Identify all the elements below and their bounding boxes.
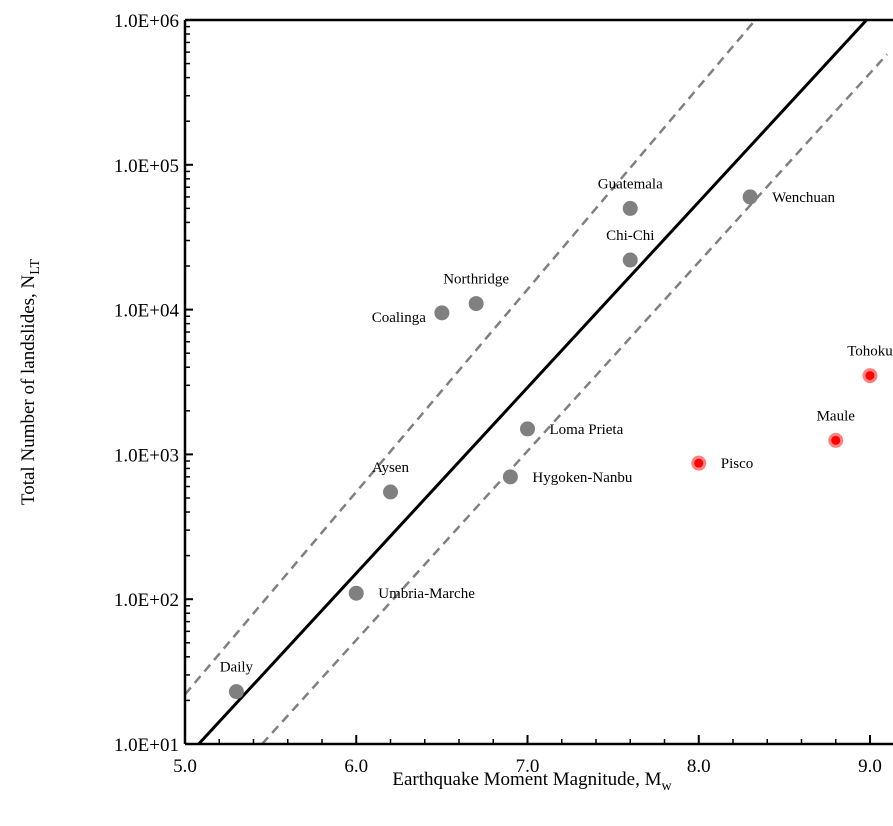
fit-lines	[185, 20, 889, 744]
point-label: Umbria-Marche	[378, 586, 475, 602]
point-label: Pisco	[721, 456, 754, 472]
bound-line-2	[261, 53, 889, 744]
y-tick-label: 1.0E+03	[114, 445, 179, 466]
point-pisco	[691, 455, 707, 471]
point-label: Wenchuan	[772, 190, 835, 206]
x-tick-label: 5.0	[173, 756, 197, 777]
point-label: Daily	[220, 660, 254, 676]
point-daily	[228, 684, 244, 700]
point-label: Aysen	[372, 460, 409, 476]
point-coalinga	[434, 305, 450, 321]
x-axis-title: Earthquake Moment Magnitude, Mw	[392, 769, 672, 794]
data-points	[228, 189, 878, 700]
y-tick-label: 1.0E+05	[114, 156, 179, 177]
point-loma-prieta	[520, 421, 535, 437]
point-labels: Daily Umbria-Marche Aysen Coalinga Northridg…	[220, 176, 893, 675]
x-tick-label: 7.0	[516, 756, 540, 777]
x-tick-label: 9.0	[858, 756, 882, 777]
point-label: Hygoken-Nanbu	[532, 470, 632, 486]
point-aysen	[383, 484, 398, 500]
point-maule	[828, 432, 844, 448]
x-tick-label: 8.0	[687, 756, 711, 777]
point-chi-chi	[622, 252, 638, 268]
point-guatemala	[622, 200, 638, 216]
y-axis-title: Total Number of landslides, NLT	[18, 258, 43, 505]
y-tick-label: 1.0E+04	[114, 301, 180, 322]
x-tick-label: 6.0	[344, 756, 368, 777]
point-tohoku	[862, 368, 878, 384]
point-label: Tohoku	[847, 344, 893, 360]
regression-line	[197, 20, 868, 744]
point-label: Loma Prieta	[550, 422, 624, 438]
point-label: Guatemala	[598, 176, 663, 192]
axes: 1.0E+01 1.0E+02 1.0E+03 1.0E+04 1.0E+05 1.0E+…	[114, 11, 893, 777]
point-northridge	[468, 296, 484, 312]
point-umbria-marche	[348, 585, 364, 601]
y-tick-label: 1.0E+02	[114, 590, 179, 611]
point-label: Northridge	[443, 272, 509, 288]
point-label: Coalinga	[372, 310, 426, 326]
point-hygoken-nanbu	[502, 469, 518, 485]
bound-line-1	[185, 20, 757, 696]
y-tick-label: 1.0E+06	[114, 11, 179, 32]
point-label: Chi-Chi	[606, 228, 654, 244]
y-tick-label: 1.0E+01	[114, 735, 179, 756]
point-label: Maule	[817, 408, 856, 424]
point-wenchuan	[742, 189, 758, 205]
